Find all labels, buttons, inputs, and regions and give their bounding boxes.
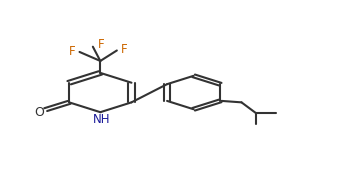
Text: O: O bbox=[34, 106, 44, 119]
Text: F: F bbox=[69, 45, 76, 58]
Text: NH: NH bbox=[93, 113, 110, 126]
Text: F: F bbox=[120, 43, 127, 56]
Text: F: F bbox=[98, 38, 104, 51]
